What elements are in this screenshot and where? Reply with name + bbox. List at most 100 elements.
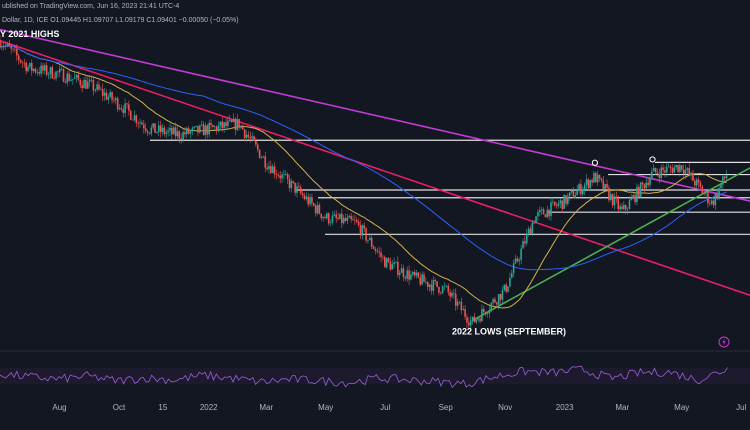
candle — [1, 42, 3, 51]
candle — [494, 296, 496, 304]
candle — [699, 180, 702, 190]
candle — [593, 171, 595, 184]
candle — [47, 71, 50, 80]
candle — [100, 86, 102, 91]
candle — [264, 151, 267, 173]
candle — [352, 215, 354, 221]
candle — [294, 182, 296, 197]
candle — [60, 64, 63, 71]
candle — [682, 164, 685, 179]
candle — [413, 269, 416, 279]
candle — [88, 74, 91, 88]
candle — [200, 120, 203, 127]
candle — [298, 181, 300, 189]
candle — [70, 74, 72, 82]
candle — [479, 316, 481, 324]
candle — [118, 104, 121, 111]
published-line: ublished on TradingView.com, Jun 16, 202… — [2, 3, 179, 10]
candle — [447, 283, 450, 296]
candle — [539, 206, 541, 217]
candle — [242, 124, 244, 130]
rsi-pane — [0, 365, 750, 389]
candle — [408, 265, 410, 286]
candle — [574, 191, 577, 199]
candle — [383, 255, 386, 268]
candle — [92, 75, 95, 96]
candle — [400, 263, 403, 273]
candle — [131, 119, 134, 121]
candle — [370, 234, 373, 249]
candle — [684, 164, 687, 180]
candle — [154, 123, 156, 133]
candle — [148, 132, 151, 136]
candle — [428, 283, 431, 292]
candle — [256, 142, 259, 153]
instrument-line: Dollar, 1D, ICE O1.09445 H1.09707 L1.091… — [2, 17, 239, 24]
candle — [484, 311, 487, 317]
candle — [718, 185, 720, 201]
candle — [411, 271, 414, 277]
candle — [187, 126, 190, 135]
bolt-icon[interactable] — [718, 336, 730, 348]
candle — [255, 137, 257, 148]
candle — [152, 122, 154, 130]
x-tick-label: Oct — [113, 403, 126, 412]
annotation-label: 2022 LOWS (SEPTEMBER) — [452, 326, 566, 336]
candle — [501, 286, 504, 303]
candle — [195, 125, 197, 128]
candle — [286, 172, 289, 184]
candle — [415, 270, 418, 279]
x-tick-label: Nov — [498, 403, 512, 412]
candle — [90, 75, 93, 83]
candle — [673, 164, 676, 173]
candle — [307, 193, 309, 208]
candle — [417, 271, 420, 279]
candle — [469, 315, 472, 331]
candle — [301, 189, 304, 199]
candle — [722, 173, 724, 189]
candle — [215, 125, 218, 135]
candle — [2, 42, 5, 51]
candle — [262, 155, 265, 158]
candle — [638, 184, 640, 199]
candle — [10, 44, 13, 54]
candle — [359, 220, 362, 240]
candle — [111, 91, 113, 104]
candle — [596, 170, 599, 186]
candle — [589, 179, 592, 192]
candle — [675, 164, 677, 170]
candle — [662, 163, 664, 175]
candle — [570, 188, 573, 195]
candle — [12, 48, 14, 52]
candle — [277, 172, 280, 178]
candle — [695, 177, 698, 189]
candle — [245, 130, 248, 142]
candle — [369, 233, 371, 241]
candle — [296, 182, 298, 198]
candle — [537, 209, 539, 221]
candle — [471, 316, 474, 325]
candle — [527, 226, 530, 237]
candle — [271, 164, 274, 174]
candle — [146, 129, 149, 137]
candle — [62, 67, 65, 83]
candle — [219, 121, 222, 130]
candle — [647, 178, 649, 188]
candle — [19, 59, 22, 64]
candle — [608, 184, 610, 203]
candle — [585, 173, 588, 190]
candle — [654, 167, 657, 175]
candle — [191, 125, 194, 136]
candle — [473, 312, 476, 323]
candle — [606, 179, 608, 192]
candle — [664, 166, 666, 178]
x-tick-label: 2023 — [556, 403, 574, 412]
candle — [124, 98, 126, 117]
candle — [421, 271, 423, 286]
candle — [284, 170, 287, 176]
candle — [57, 70, 59, 78]
x-tick-label: May — [674, 403, 689, 412]
candle — [505, 282, 507, 294]
candle — [510, 269, 513, 279]
candle — [314, 203, 317, 217]
